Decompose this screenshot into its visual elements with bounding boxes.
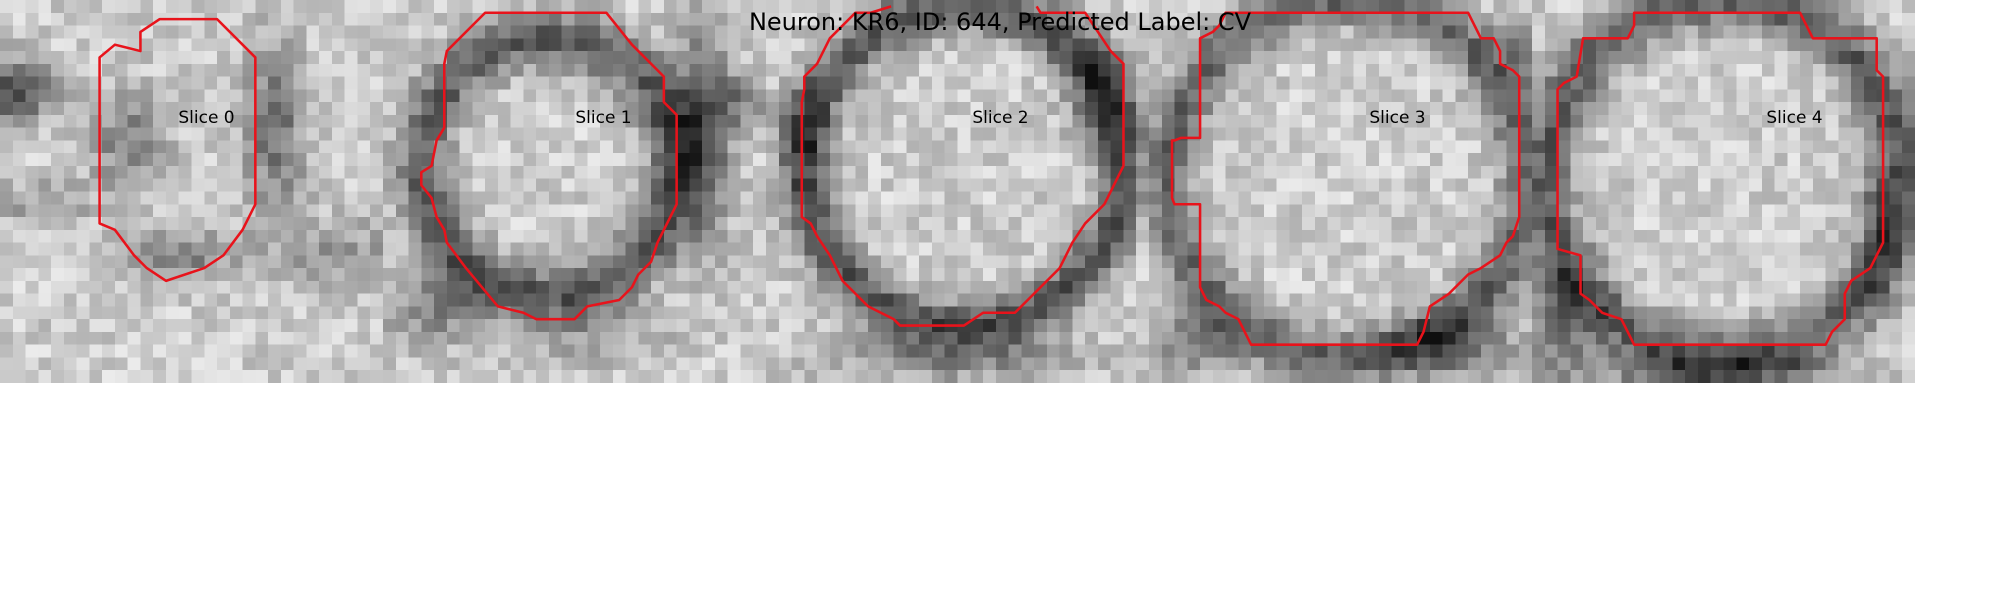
slice-image-1 [383, 0, 767, 384]
grayscale-texture [1149, 0, 1533, 384]
segmentation-contour-4 [1556, 11, 1885, 346]
grayscale-texture [1532, 0, 1916, 384]
panel-title-slice-2: Slice 2 [972, 108, 1029, 128]
panel-title-slice-4: Slice 4 [1766, 108, 1823, 128]
grayscale-texture [383, 0, 767, 384]
panel-title-slice-0: Slice 0 [178, 108, 235, 128]
segmentation-contour-1 [420, 11, 678, 321]
slice-image-0 [0, 0, 384, 384]
figure-title: Neuron: KR6, ID: 644, Predicted Label: C… [748, 8, 1252, 36]
segmentation-contour-0 [98, 17, 257, 283]
panel-title-slice-1: Slice 1 [575, 108, 632, 128]
segmentation-contour-2 [800, 5, 1125, 327]
slice-image-3 [1149, 0, 1533, 384]
grayscale-texture [0, 0, 384, 384]
slice-image-4 [1532, 0, 1916, 384]
panel-row: Slice 0 Slice 1 Slice 2 Slice 3 Slice 4 [0, 0, 1916, 384]
panel-title-slice-3: Slice 3 [1369, 108, 1426, 128]
slice-image-2 [766, 0, 1150, 384]
segmentation-contour-3 [1170, 11, 1521, 346]
